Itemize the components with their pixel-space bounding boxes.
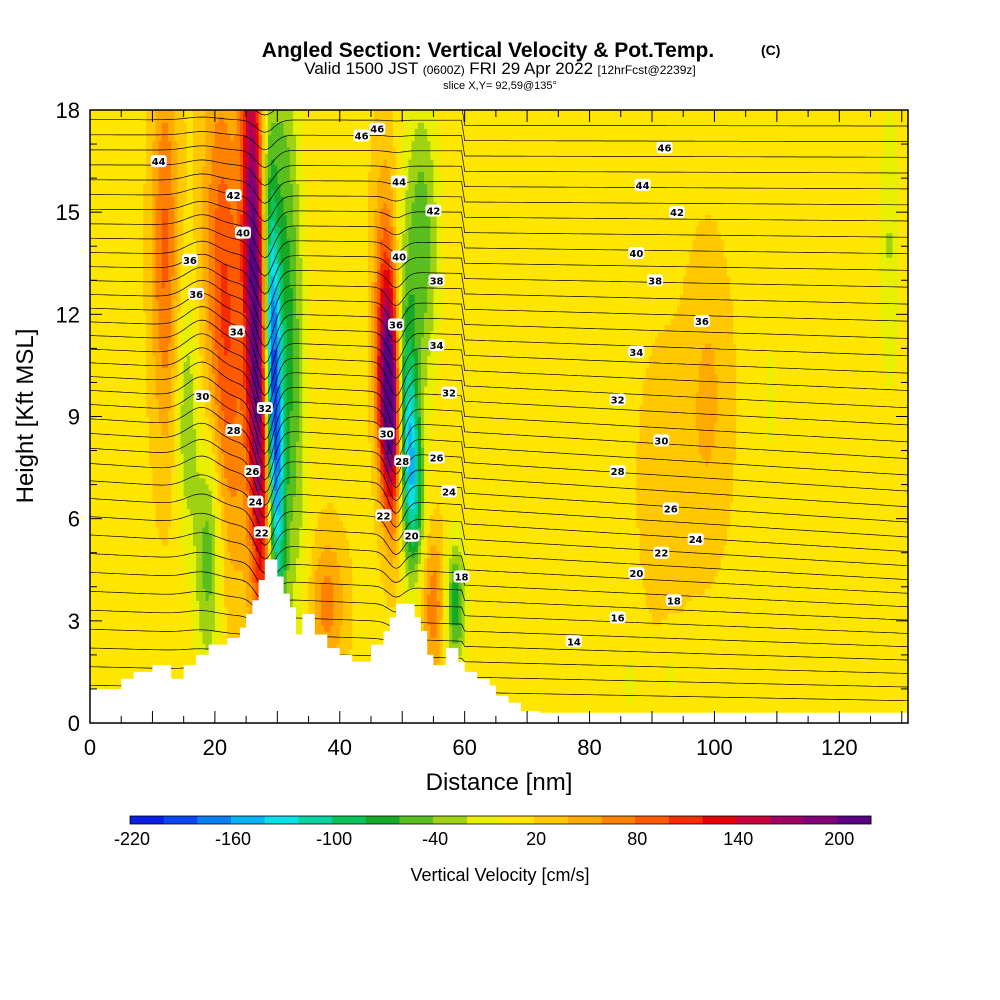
valid-time: Valid 1500 JST: [304, 59, 418, 78]
chart: Angled Section: Vertical Velocity & Pot.…: [0, 0, 1000, 1000]
chart-title-mark: (C): [761, 42, 780, 58]
forecast-info: [12hrFcst@2239z]: [598, 63, 696, 77]
plot-area: 4644424036363430283226242246444240383634…: [90, 102, 909, 723]
utc-time: (0600Z): [423, 63, 465, 77]
valid-date: FRI 29 Apr 2022: [469, 59, 593, 78]
slice-info: slice X,Y= 92,59@135°: [443, 80, 557, 92]
